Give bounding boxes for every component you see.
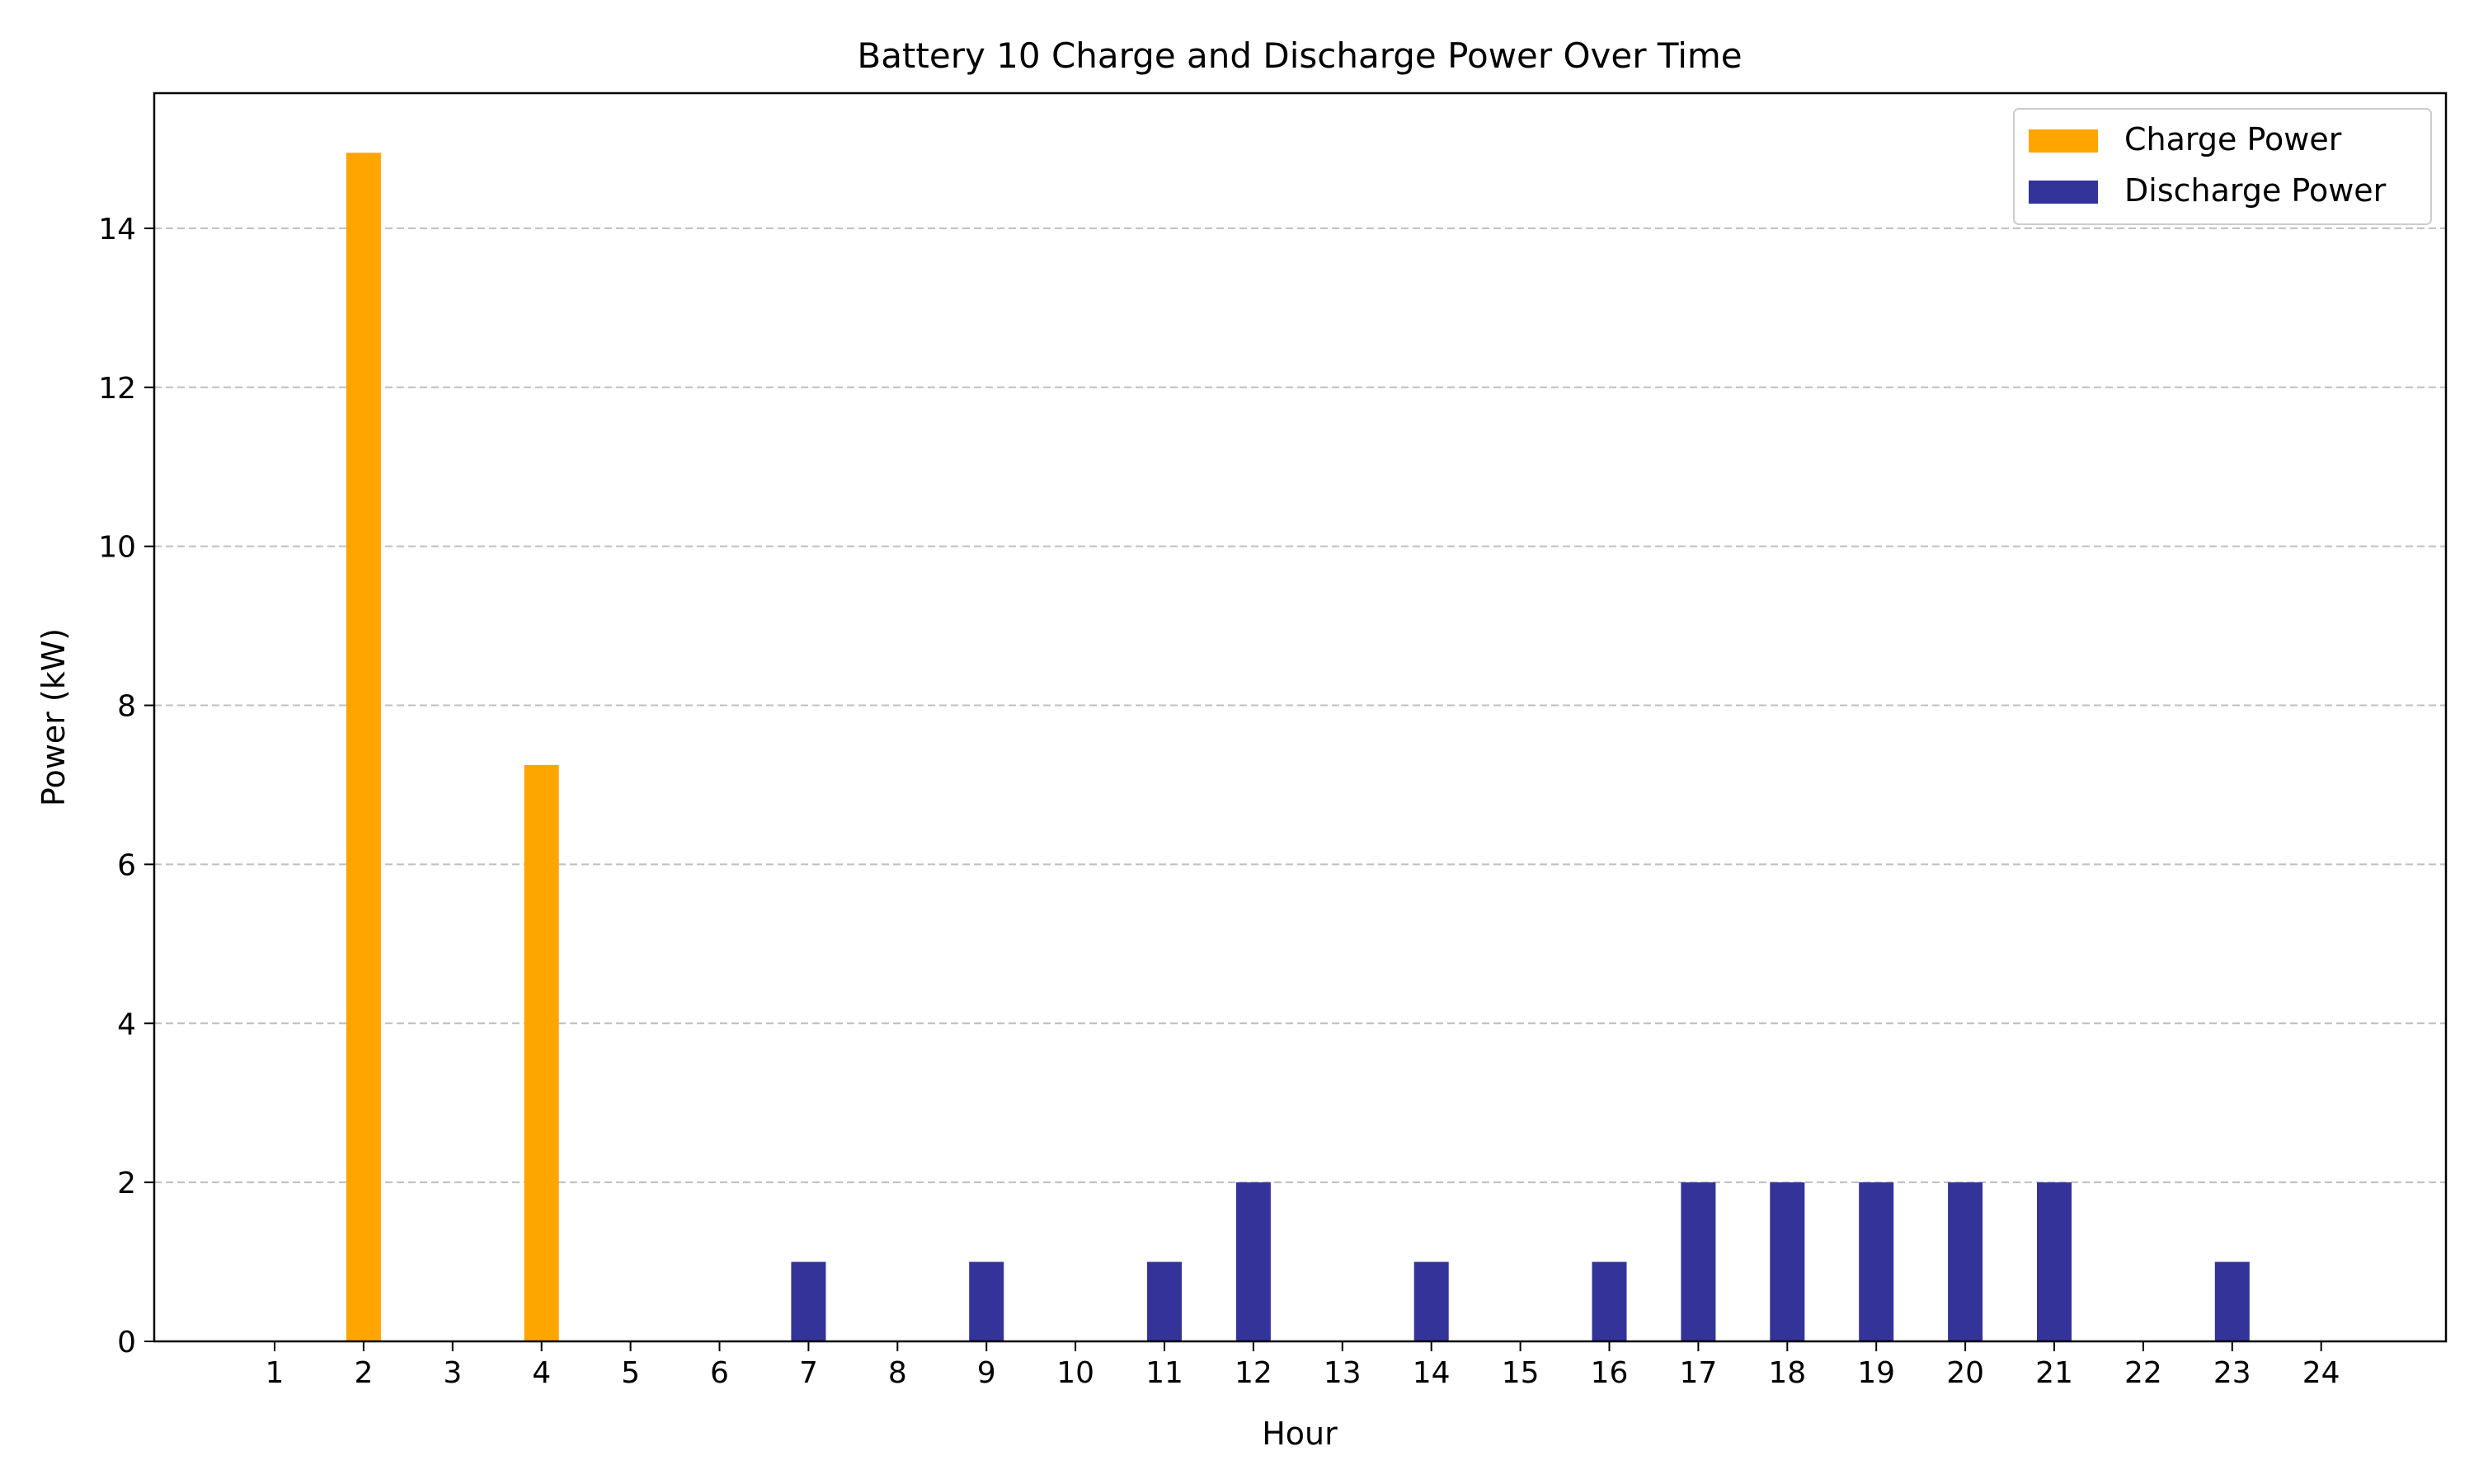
discharge-bar-hour-18 — [1770, 1182, 1805, 1341]
x-tick-label: 14 — [1413, 1356, 1451, 1390]
charge-bar-hour-2 — [346, 153, 381, 1342]
chart-title: Battery 10 Charge and Discharge Power Ov… — [857, 35, 1742, 76]
discharge-bar-hour-17 — [1681, 1182, 1716, 1341]
legend-frame — [2013, 108, 2432, 225]
legend: Charge Power Discharge Power — [2013, 108, 2432, 225]
discharge-bar-hour-20 — [1948, 1182, 1983, 1341]
x-tick-label: 23 — [2213, 1356, 2251, 1390]
y-axis-label: Power (kW) — [35, 628, 72, 806]
x-tick-label: 8 — [888, 1356, 907, 1390]
x-tick-label: 19 — [1857, 1356, 1895, 1390]
x-tick-label: 10 — [1056, 1356, 1094, 1390]
y-tick-label: 14 — [98, 213, 136, 247]
discharge-bar-hour-9 — [969, 1261, 1004, 1341]
x-tick-label: 1 — [266, 1356, 285, 1390]
x-axis-label: Hour — [1262, 1416, 1338, 1452]
x-axis-ticks: 1 2 3 4 5 6 7 8 9 10 11 12 13 14 15 16 17 18 19 20 21 22 23 24 — [266, 1341, 2340, 1390]
y-axis-ticks: 0 2 4 6 8 10 12 14 — [98, 213, 154, 1360]
x-tick-label: 16 — [1591, 1356, 1629, 1390]
discharge-bar-hour-23 — [2214, 1261, 2250, 1341]
discharge-bar-hour-21 — [2037, 1182, 2072, 1341]
legend-label-charge: Charge Power — [2124, 121, 2342, 157]
x-tick-label: 11 — [1145, 1356, 1183, 1390]
y-tick-label: 10 — [98, 531, 136, 565]
y-tick-label: 12 — [98, 372, 136, 406]
x-tick-label: 6 — [710, 1356, 729, 1390]
legend-swatch-discharge — [2029, 181, 2098, 204]
y-tick-label: 2 — [117, 1167, 136, 1200]
discharge-bar-hour-19 — [1859, 1182, 1894, 1341]
charge-bar-hour-4 — [524, 764, 559, 1341]
x-tick-label: 9 — [977, 1356, 996, 1390]
y-tick-label: 6 — [117, 848, 136, 882]
y-tick-label: 4 — [117, 1007, 136, 1041]
x-tick-label: 7 — [799, 1356, 818, 1390]
x-tick-label: 2 — [354, 1356, 373, 1390]
x-tick-label: 5 — [621, 1356, 640, 1390]
x-tick-label: 18 — [1768, 1356, 1806, 1390]
x-tick-label: 12 — [1235, 1356, 1272, 1390]
discharge-bar-hour-11 — [1147, 1261, 1182, 1341]
discharge-bar-hour-12 — [1235, 1182, 1271, 1341]
discharge-bar-hour-7 — [791, 1261, 826, 1341]
x-tick-label: 21 — [2035, 1356, 2073, 1390]
x-tick-label: 13 — [1324, 1356, 1362, 1390]
x-tick-label: 17 — [1679, 1356, 1717, 1390]
discharge-bar-hour-14 — [1413, 1261, 1449, 1341]
plot-frame — [153, 92, 2448, 1343]
y-tick-label: 8 — [117, 690, 136, 724]
legend-label-discharge: Discharge Power — [2124, 172, 2387, 209]
x-tick-label: 22 — [2124, 1356, 2162, 1390]
x-tick-label: 20 — [1946, 1356, 1984, 1390]
x-tick-label: 4 — [532, 1356, 551, 1390]
y-tick-label: 0 — [117, 1326, 136, 1360]
x-tick-label: 15 — [1502, 1356, 1540, 1390]
legend-swatch-charge — [2029, 129, 2098, 153]
x-tick-label: 3 — [443, 1356, 462, 1390]
x-tick-label: 24 — [2302, 1356, 2340, 1390]
bars — [346, 153, 2250, 1342]
discharge-bar-hour-16 — [1592, 1261, 1627, 1341]
